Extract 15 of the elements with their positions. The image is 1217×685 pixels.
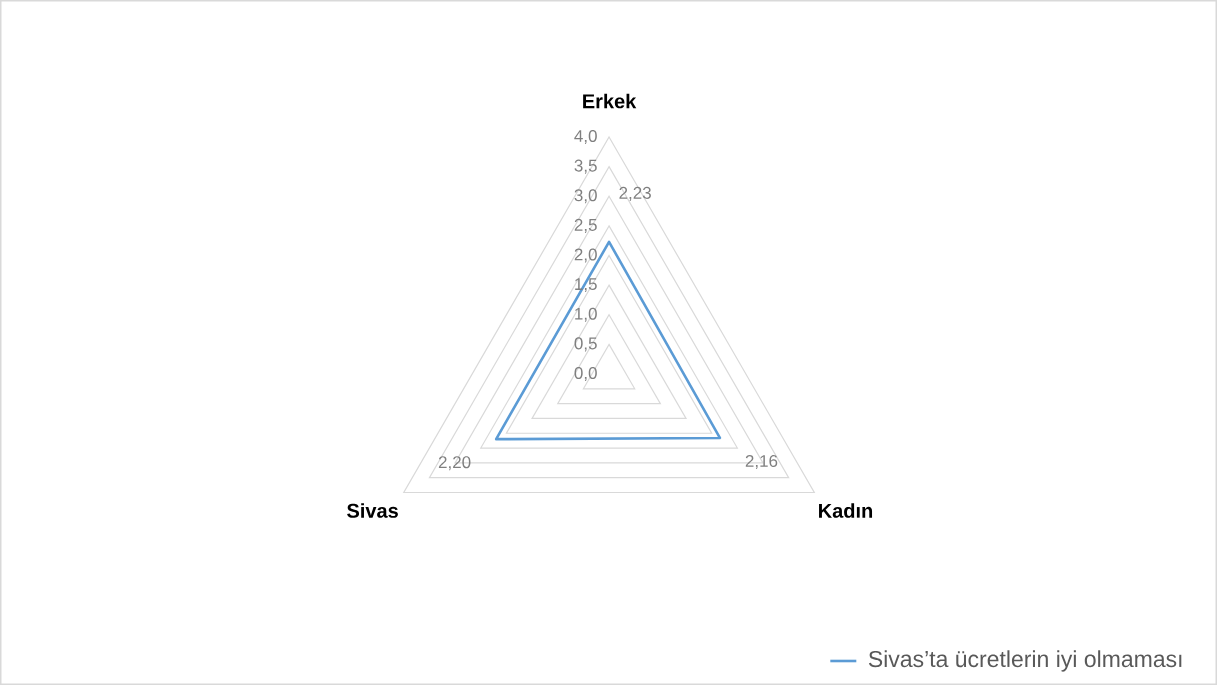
legend-label: Sivas’ta ücretlerin iyi olmaması xyxy=(868,650,1182,672)
y-tick-label: 3,5 xyxy=(574,159,597,174)
data-label: 2,23 xyxy=(619,186,651,201)
spoke-label: Sivas xyxy=(347,503,398,518)
y-tick-label: 2,5 xyxy=(574,218,597,233)
spoke-label: Kadın xyxy=(819,503,873,518)
data-label: 2,20 xyxy=(438,456,471,471)
y-tick-label: 4,0 xyxy=(574,129,597,145)
y-tick-label: 1,0 xyxy=(575,307,597,322)
y-tick-label: 0,5 xyxy=(574,337,597,352)
spoke-label: Erkek xyxy=(583,93,637,109)
y-tick-label: 3,0 xyxy=(574,189,597,204)
y-tick-label: 0,0 xyxy=(574,366,597,382)
y-tick-label: 2,0 xyxy=(574,248,597,263)
data-label: 2,16 xyxy=(745,454,778,470)
